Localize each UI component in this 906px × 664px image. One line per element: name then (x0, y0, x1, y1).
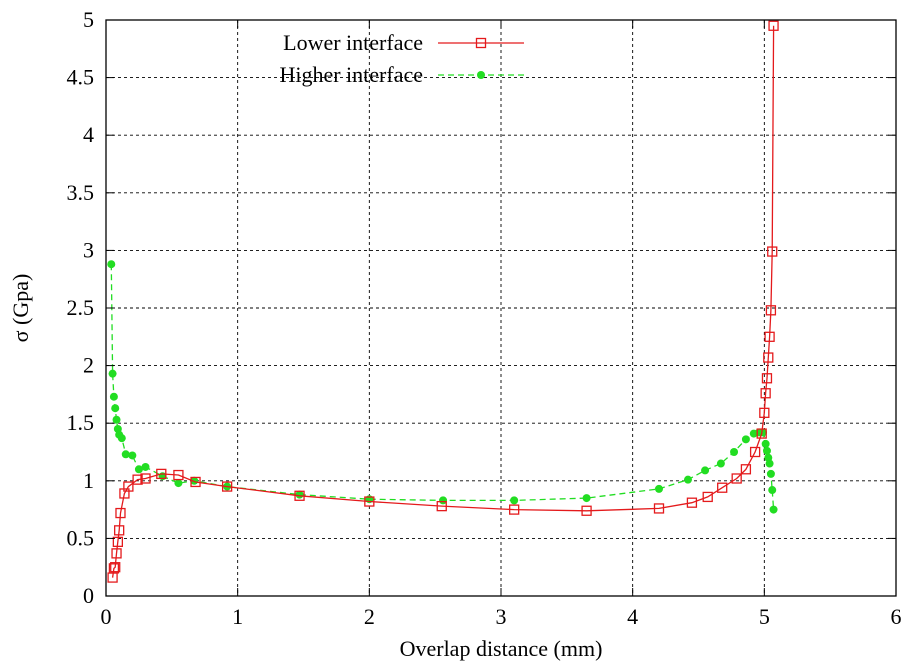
data-point (731, 473, 742, 484)
data-point (110, 562, 121, 573)
data-point (111, 548, 122, 559)
data-point (112, 415, 121, 424)
plot-data (107, 20, 779, 583)
legend: Lower interface Higher interface (279, 30, 524, 87)
x-axis-title: Overlap distance (mm) (400, 636, 603, 661)
data-point (112, 536, 123, 548)
data-point (140, 473, 151, 484)
data-point (108, 563, 120, 574)
data-point (763, 352, 774, 363)
data-point (741, 435, 750, 444)
data-point (768, 486, 777, 495)
data-point (768, 20, 779, 31)
y-axis-title: σ (Gpa) (8, 274, 33, 343)
x-tick-label: 5 (759, 604, 770, 629)
data-point (740, 464, 752, 475)
axes (105, 19, 897, 597)
data-point (686, 497, 698, 508)
data-point (190, 476, 201, 488)
data-point (761, 439, 770, 448)
y-tick-label: 2 (83, 353, 94, 378)
x-tick-label: 6 (891, 604, 902, 629)
x-tick-label: 1 (232, 604, 243, 629)
data-point (141, 462, 150, 471)
data-point (762, 446, 771, 455)
data-point (117, 434, 126, 443)
data-point (364, 496, 375, 507)
y-tick-label: 4 (83, 122, 94, 147)
data-point (111, 404, 120, 413)
data-point (132, 474, 143, 485)
data-point (128, 451, 137, 460)
data-point (439, 496, 448, 505)
data-point (174, 479, 183, 488)
data-point (582, 494, 591, 503)
data-point (769, 505, 778, 514)
data-point (766, 469, 775, 478)
data-point (655, 484, 663, 493)
y-tick-label: 4.5 (67, 65, 95, 90)
series-line-lower-interface (111, 25, 775, 578)
data-point (510, 496, 519, 505)
data-point (749, 446, 761, 458)
data-point (123, 481, 134, 492)
legend-marker-higher-interface (477, 71, 485, 79)
data-point (765, 459, 774, 468)
data-point (761, 373, 773, 384)
y-tick-label: 2.5 (67, 295, 95, 320)
x-tick-label: 0 (101, 604, 112, 629)
data-point (717, 482, 728, 493)
data-point (581, 505, 592, 516)
data-point (701, 466, 710, 475)
data-point (108, 369, 117, 378)
data-point (134, 465, 143, 474)
data-point (509, 504, 520, 515)
data-point (294, 490, 305, 501)
data-point (702, 491, 713, 503)
data-point (114, 525, 125, 536)
data-point (756, 428, 767, 439)
y-tick-label: 1 (83, 468, 94, 493)
data-point (764, 331, 775, 342)
legend-marker-lower-interface (475, 37, 487, 49)
data-point (295, 490, 304, 499)
legend-label-lower-interface: Lower interface (283, 30, 423, 55)
y-tick-label: 1.5 (67, 410, 95, 435)
data-point (716, 459, 725, 468)
x-tick-label: 3 (496, 604, 507, 629)
data-point (115, 507, 126, 519)
y-tick-label: 3 (83, 237, 94, 262)
data-point (173, 469, 184, 481)
data-point (109, 392, 118, 401)
data-point (121, 450, 130, 459)
data-point (730, 448, 739, 456)
series-higher-interface (107, 260, 778, 514)
tick-labels: 0 1 2 3 4 5 6 0 0.5 1 1.5 2 2.5 3 3.5 4 4.5 5 (67, 7, 902, 629)
x-tick-label: 2 (364, 604, 375, 629)
data-point (683, 475, 692, 484)
series-line-higher-interface (110, 264, 775, 510)
y-tick-label: 3.5 (67, 180, 95, 205)
y-tick-label: 0 (83, 583, 94, 608)
data-point (221, 481, 233, 492)
data-point (653, 503, 665, 514)
data-point (156, 468, 167, 480)
series-lower-interface (107, 20, 779, 583)
data-point (107, 260, 116, 269)
x-tick-label: 4 (627, 604, 638, 629)
data-point (760, 388, 771, 399)
data-point (759, 407, 770, 418)
data-point (436, 500, 447, 512)
legend-label-higher-interface: Higher interface (279, 62, 423, 87)
y-tick-label: 0.5 (67, 525, 95, 550)
data-point (765, 305, 777, 316)
data-point (767, 246, 778, 257)
y-tick-label: 5 (83, 7, 94, 32)
